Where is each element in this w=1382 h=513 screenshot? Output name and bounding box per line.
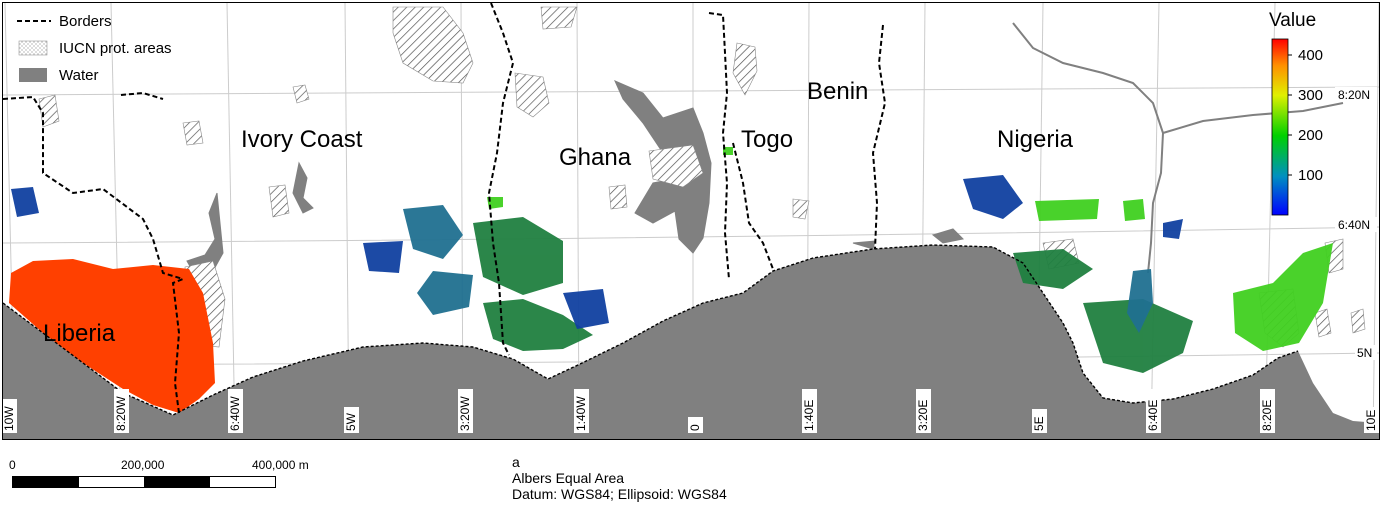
- protected-areas-legend-symbol: [18, 40, 48, 56]
- colorbar-tick-label: 200: [1298, 127, 1323, 144]
- country-borders: [3, 3, 887, 414]
- lon-label: 8:20E: [1260, 400, 1274, 431]
- liberia-high-values: [9, 259, 215, 413]
- legend-borders-label: Borders: [59, 13, 112, 30]
- lon-label: 5E: [1032, 416, 1046, 431]
- projection-info: a Albers Equal Area Datum: WGS84; Ellips…: [512, 454, 727, 502]
- longitude-labels: 10W 8:20W 6:40W 5W 3:20W 1:40W 0 1:40E 3…: [3, 389, 1379, 433]
- lon-label: 6:40E: [1146, 400, 1160, 431]
- lat-label: 6:40N: [1338, 218, 1370, 232]
- lon-label: 10W: [3, 406, 16, 431]
- scale-label-end: 400,000 m: [252, 458, 309, 472]
- map-frame: Ivory Coast Ghana Togo Benin Nigeria Lib…: [2, 2, 1380, 440]
- scale-bar-graphic: [12, 476, 276, 488]
- country-label-liberia: Liberia: [43, 320, 116, 347]
- figure-letter: a: [512, 454, 520, 470]
- scale-label-zero: 0: [9, 458, 16, 472]
- map-legend: Borders IUCN prot. areas Water: [17, 13, 172, 84]
- water-legend-symbol: [19, 68, 47, 82]
- lon-label: 6:40W: [228, 396, 242, 431]
- colorbar-tick-label: 400: [1298, 47, 1323, 64]
- lon-label: 5W: [344, 412, 358, 431]
- country-label-ghana: Ghana: [559, 144, 632, 171]
- ocean: [3, 245, 1379, 439]
- country-label-togo: Togo: [741, 126, 793, 153]
- lon-label: 0: [688, 424, 702, 431]
- legend-protected-areas-label: IUCN prot. areas: [59, 40, 172, 57]
- colorbar-ramp: [1271, 38, 1289, 216]
- water-bodies: [186, 22, 1344, 276]
- country-label-ivory-coast: Ivory Coast: [241, 126, 363, 153]
- colorbar-title: Value: [1269, 10, 1316, 31]
- lat-label: 5N: [1357, 346, 1372, 360]
- scale-label-mid: 200,000: [121, 458, 165, 472]
- lon-label: 3:20E: [916, 400, 930, 431]
- scale-bar: 0 200,000 400,000 m: [0, 452, 340, 502]
- projection-name: Albers Equal Area: [512, 470, 625, 486]
- latitude-labels: 8:20N 6:40N 5N: [1335, 87, 1377, 360]
- colorbar-tick-label: 300: [1298, 87, 1323, 104]
- country-label-benin: Benin: [807, 78, 868, 105]
- datum-text: Datum: WGS84; Ellipsoid: WGS84: [512, 486, 727, 502]
- coastline: [3, 244, 1299, 416]
- lon-label: 3:20W: [458, 396, 472, 431]
- colorbar: Value 400 300 200 100: [1269, 10, 1323, 216]
- map-canvas: Ivory Coast Ghana Togo Benin Nigeria Lib…: [3, 3, 1379, 439]
- legend-water-label: Water: [59, 67, 98, 84]
- value-raster: [9, 147, 1333, 413]
- lon-label: 10E: [1364, 410, 1378, 431]
- lon-label: 8:20W: [114, 396, 128, 431]
- lon-label: 1:40W: [574, 396, 588, 431]
- lon-label: 1:40E: [802, 400, 816, 431]
- colorbar-tick-label: 100: [1298, 167, 1323, 184]
- lat-label: 8:20N: [1338, 88, 1370, 102]
- country-label-nigeria: Nigeria: [997, 126, 1074, 153]
